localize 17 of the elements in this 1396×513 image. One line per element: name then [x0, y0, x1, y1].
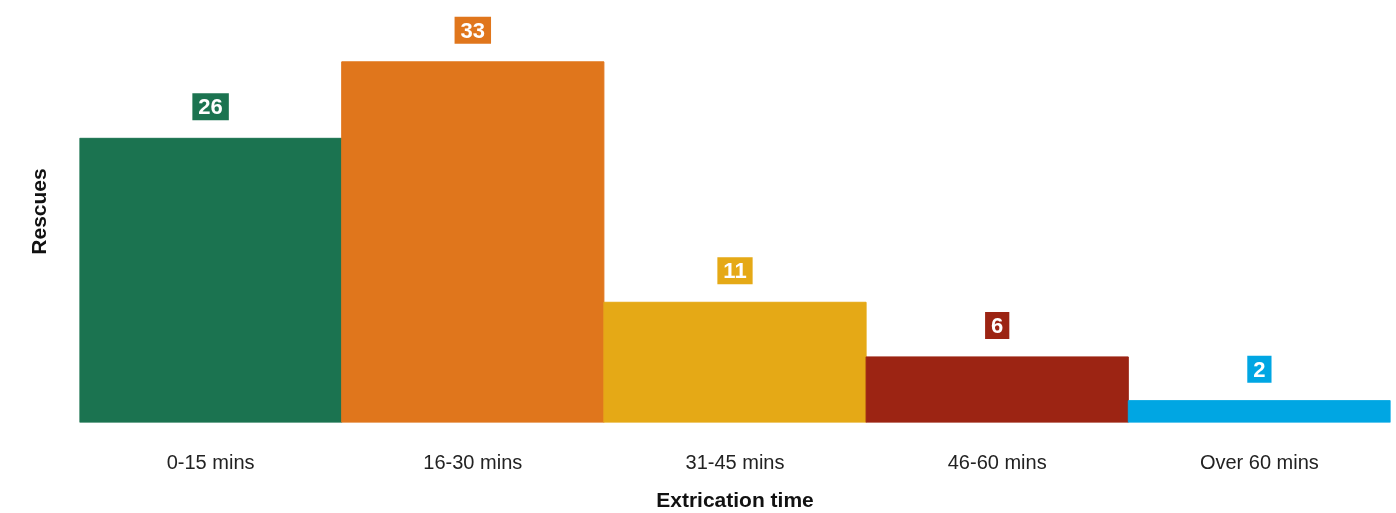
bar — [603, 301, 867, 423]
x-tick-label: Over 60 mins — [1199, 450, 1319, 473]
x-tick-label: 0-15 mins — [166, 450, 255, 473]
x-tick-label: 46-60 mins — [947, 450, 1047, 473]
x-tick-label: 16-30 mins — [423, 450, 523, 473]
data-label: 11 — [723, 258, 747, 284]
bar — [1127, 400, 1391, 423]
bar — [865, 356, 1129, 423]
data-label: 2 — [1253, 356, 1266, 382]
data-label: 6 — [991, 312, 1004, 338]
bar — [79, 137, 343, 423]
x-axis-title: Extrication time — [656, 487, 814, 511]
x-tick-label: 31-45 mins — [685, 450, 785, 473]
data-label: 26 — [198, 94, 223, 120]
y-axis-title: Rescues — [26, 168, 50, 255]
bar — [341, 61, 605, 423]
data-label: 33 — [460, 17, 486, 43]
